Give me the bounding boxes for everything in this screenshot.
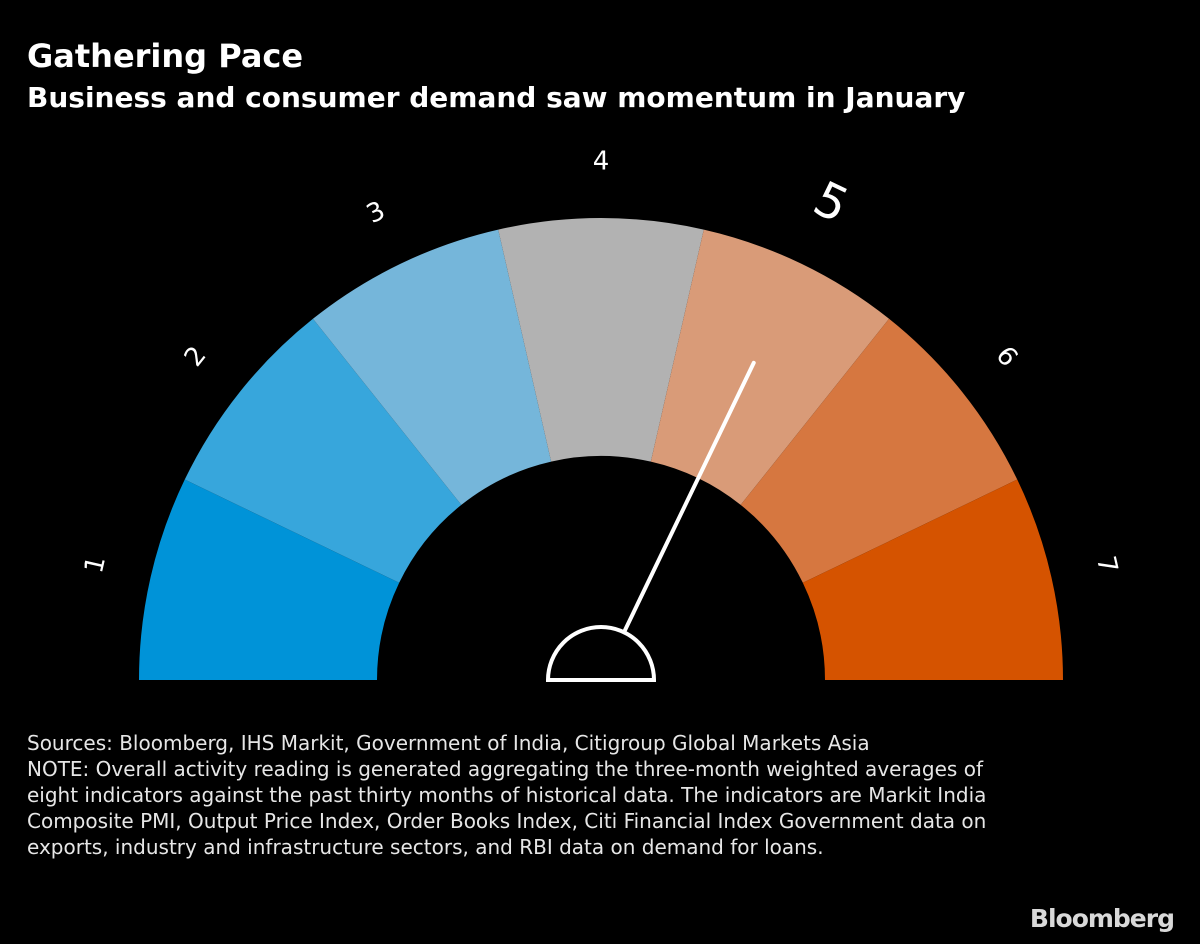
bloomberg-logo: Bloomberg <box>1029 904 1175 933</box>
gauge-segment-2 <box>184 318 462 583</box>
gauge-segment-5 <box>650 229 890 505</box>
gauge-tick-label-4: 4 <box>593 147 610 177</box>
gauge-tick-label-6: 6 <box>989 341 1023 373</box>
gauge-tick-label-2: 2 <box>179 341 213 373</box>
sources-text: Sources: Bloomberg, IHS Markit, Governme… <box>27 731 870 755</box>
gauge-needle-group <box>545 360 756 682</box>
gauge-segment-1 <box>139 479 400 680</box>
gauge-segment-7 <box>802 479 1063 680</box>
gauge-tick-label-1: 1 <box>79 553 112 576</box>
gauge-tick-label-5: 5 <box>805 171 857 235</box>
gauge-needle-hub <box>545 625 657 682</box>
gauge-tick-label-7: 7 <box>1090 553 1123 576</box>
footnote: Sources: Bloomberg, IHS Markit, Governme… <box>27 730 987 860</box>
gauge-needle <box>622 360 756 635</box>
note-text: NOTE: Overall activity reading is genera… <box>27 757 987 859</box>
gauge-segment-3 <box>312 229 552 505</box>
chart-title: Gathering Pace <box>27 37 304 75</box>
chart-subtitle: Business and consumer demand saw momentu… <box>27 81 966 114</box>
gauge-segments <box>139 217 1063 680</box>
gauge-segment-6 <box>740 318 1018 583</box>
gauge-segment-4 <box>498 217 704 462</box>
gauge-tick-label-3: 3 <box>362 196 390 230</box>
